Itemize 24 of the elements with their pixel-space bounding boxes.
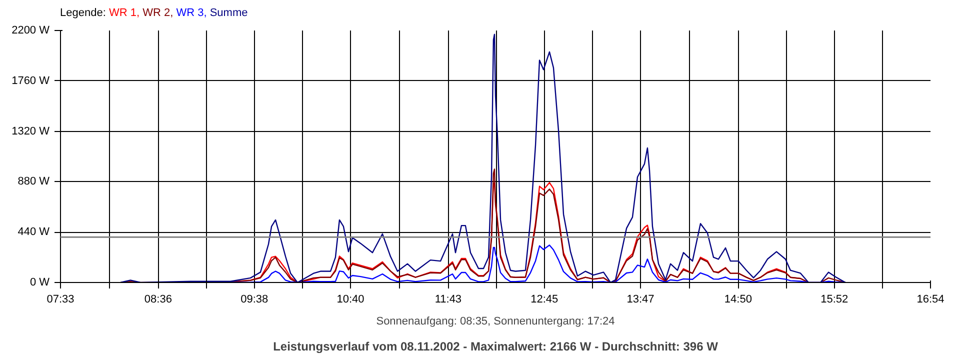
x-tick-label: 07:33: [46, 294, 74, 306]
y-tick-label: 1320 W: [12, 125, 50, 138]
x-tick-label: 14:50: [724, 294, 752, 306]
y-tick-label: 440 W: [18, 226, 50, 238]
text: Leistungsverlauf vom 08.11.2002 - Maximalwert: 2166 W - Durchschnitt: 396 W: [273, 340, 719, 354]
legend-title: Legende:: [60, 7, 106, 19]
y-tick-label: 2200 W: [12, 24, 50, 36]
x-tick-label: 09:38: [240, 294, 268, 306]
x-tick-label: 16:54: [916, 294, 944, 306]
x-tick-label: 15:52: [820, 294, 848, 306]
x-tick-label: 10:40: [336, 294, 364, 306]
text: Sonnenaufgang: 08:35, Sonnenuntergang: 17:24: [376, 316, 615, 328]
text: WR 1,: [108, 7, 140, 19]
x-tick-label: 13:47: [626, 294, 654, 306]
text: WR 3,: [176, 7, 207, 19]
line-series: [120, 34, 846, 282]
text: Summe: [210, 7, 248, 19]
y-tick-label: 1760 W: [12, 74, 50, 87]
x-tick-label: 08:36: [144, 294, 172, 306]
x-tick-label: 11:43: [434, 294, 462, 306]
y-tick-label: 0 W: [30, 276, 50, 288]
text: WR 2,: [142, 7, 174, 19]
y-tick-label: 880 W: [18, 176, 50, 188]
x-tick-label: 12:45: [530, 294, 558, 306]
